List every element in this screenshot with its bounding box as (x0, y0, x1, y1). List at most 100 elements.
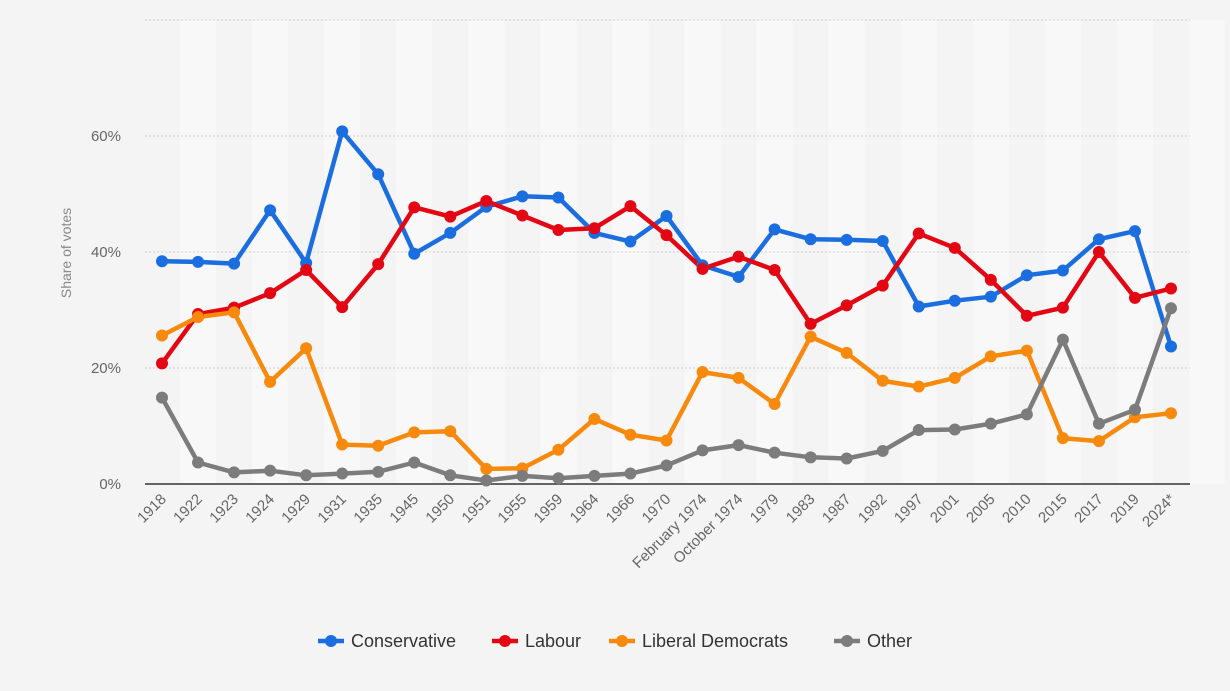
data-point-conservative[interactable] (876, 234, 889, 247)
data-point-liberal-democrats[interactable] (624, 428, 637, 441)
data-point-labour[interactable] (516, 209, 529, 222)
data-point-conservative[interactable] (516, 190, 529, 203)
data-point-labour[interactable] (984, 273, 997, 286)
data-point-liberal-democrats[interactable] (732, 371, 745, 384)
data-point-labour[interactable] (408, 201, 421, 214)
data-point-liberal-democrats[interactable] (1056, 432, 1069, 445)
data-point-labour[interactable] (1128, 291, 1141, 304)
data-point-conservative[interactable] (192, 255, 205, 268)
data-point-conservative[interactable] (948, 294, 961, 307)
data-point-labour[interactable] (1056, 301, 1069, 314)
data-point-other[interactable] (588, 469, 601, 482)
data-point-other[interactable] (552, 472, 565, 485)
data-point-other[interactable] (912, 424, 925, 437)
data-point-labour[interactable] (588, 222, 601, 235)
data-point-other[interactable] (480, 474, 493, 487)
data-point-conservative[interactable] (408, 247, 421, 260)
data-point-conservative[interactable] (912, 300, 925, 313)
data-point-other[interactable] (192, 456, 205, 469)
data-point-liberal-democrats[interactable] (912, 380, 925, 393)
data-point-liberal-democrats[interactable] (804, 330, 817, 343)
data-point-conservative[interactable] (984, 290, 997, 303)
data-point-other[interactable] (624, 467, 637, 480)
data-point-other[interactable] (768, 446, 781, 459)
data-point-labour[interactable] (1092, 246, 1105, 258)
data-point-conservative[interactable] (264, 204, 277, 217)
data-point-labour[interactable] (264, 287, 277, 300)
data-point-labour[interactable] (480, 194, 493, 207)
data-point-labour[interactable] (624, 200, 637, 213)
data-point-other[interactable] (840, 452, 853, 465)
data-point-other[interactable] (660, 459, 673, 472)
data-point-other[interactable] (372, 465, 385, 478)
data-point-liberal-democrats[interactable] (408, 426, 421, 439)
data-point-liberal-democrats[interactable] (696, 366, 709, 379)
data-point-other[interactable] (264, 464, 277, 477)
data-point-labour[interactable] (804, 317, 817, 330)
data-point-liberal-democrats[interactable] (660, 434, 673, 447)
data-point-liberal-democrats[interactable] (300, 342, 313, 355)
data-point-liberal-democrats[interactable] (336, 438, 349, 451)
data-point-liberal-democrats[interactable] (768, 397, 781, 410)
data-point-other[interactable] (516, 469, 529, 482)
data-point-other[interactable] (804, 451, 817, 464)
data-point-liberal-democrats[interactable] (480, 462, 493, 475)
data-point-conservative[interactable] (624, 235, 637, 248)
data-point-labour[interactable] (444, 210, 457, 223)
data-point-liberal-democrats[interactable] (588, 413, 601, 426)
data-point-conservative[interactable] (768, 223, 781, 236)
data-point-labour[interactable] (300, 263, 313, 276)
data-point-other[interactable] (1128, 403, 1141, 416)
data-point-conservative[interactable] (156, 255, 168, 268)
data-point-labour[interactable] (660, 229, 673, 242)
data-point-liberal-democrats[interactable] (228, 306, 241, 319)
data-point-labour[interactable] (876, 279, 889, 292)
data-point-labour[interactable] (1020, 309, 1033, 322)
data-point-labour[interactable] (912, 227, 925, 240)
data-point-liberal-democrats[interactable] (984, 350, 997, 363)
data-point-conservative[interactable] (1092, 233, 1105, 246)
data-point-conservative[interactable] (444, 226, 457, 239)
data-point-labour[interactable] (732, 250, 745, 263)
data-point-other[interactable] (408, 456, 421, 469)
data-point-liberal-democrats[interactable] (1165, 407, 1177, 420)
data-point-other[interactable] (948, 423, 961, 436)
data-point-conservative[interactable] (732, 270, 745, 283)
data-point-conservative[interactable] (372, 168, 385, 181)
data-point-labour[interactable] (156, 357, 168, 370)
data-point-liberal-democrats[interactable] (840, 346, 853, 359)
data-point-other[interactable] (696, 444, 709, 457)
data-point-other[interactable] (444, 469, 457, 482)
data-point-labour[interactable] (336, 301, 349, 314)
data-point-other[interactable] (984, 417, 997, 430)
data-point-liberal-democrats[interactable] (948, 371, 961, 384)
data-point-liberal-democrats[interactable] (1092, 435, 1105, 448)
data-point-conservative[interactable] (228, 257, 241, 270)
data-point-liberal-democrats[interactable] (156, 329, 168, 342)
data-point-conservative[interactable] (660, 210, 673, 223)
data-point-conservative[interactable] (1056, 264, 1069, 277)
data-point-other[interactable] (1020, 408, 1033, 421)
data-point-labour[interactable] (372, 258, 385, 271)
data-point-other[interactable] (1165, 302, 1177, 315)
data-point-other[interactable] (732, 439, 745, 452)
data-point-other[interactable] (300, 469, 313, 482)
data-point-other[interactable] (156, 391, 168, 404)
data-point-other[interactable] (336, 467, 349, 480)
data-point-conservative[interactable] (1165, 340, 1177, 353)
legend-item-conservative[interactable]: Conservative (318, 631, 456, 651)
data-point-labour[interactable] (552, 223, 565, 236)
data-point-conservative[interactable] (1128, 225, 1141, 238)
data-point-liberal-democrats[interactable] (192, 310, 205, 323)
data-point-other[interactable] (228, 466, 241, 479)
legend-item-other[interactable]: Other (834, 631, 912, 651)
data-point-labour[interactable] (1165, 282, 1177, 295)
data-point-conservative[interactable] (1020, 269, 1033, 282)
data-point-conservative[interactable] (804, 233, 817, 246)
data-point-conservative[interactable] (552, 191, 565, 204)
legend-item-liberal-democrats[interactable]: Liberal Democrats (609, 631, 788, 651)
data-point-labour[interactable] (768, 263, 781, 276)
data-point-other[interactable] (1056, 333, 1069, 346)
legend-item-labour[interactable]: Labour (492, 631, 581, 651)
data-point-liberal-democrats[interactable] (1020, 344, 1033, 357)
